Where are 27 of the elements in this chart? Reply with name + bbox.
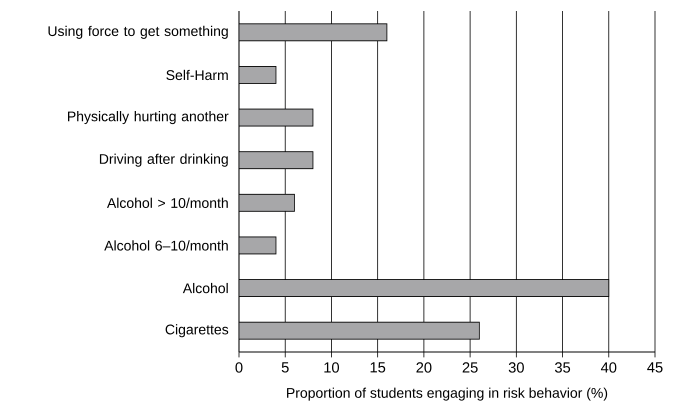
x-tick-label: 0 <box>235 362 242 373</box>
y-tick-label: Alcohol > 10/month <box>106 198 228 208</box>
y-tick-label: Self-Harm <box>166 70 228 80</box>
bar <box>238 108 314 126</box>
bar <box>238 23 388 42</box>
bar <box>238 151 314 170</box>
x-tick-label: 20 <box>416 362 432 373</box>
x-tick-label: 5 <box>282 362 289 373</box>
bar <box>238 66 276 84</box>
x-tick-label: 35 <box>554 362 570 373</box>
y-tick-label: Using force to get something <box>48 26 228 39</box>
x-tick-label: 40 <box>600 362 616 373</box>
y-tick-label: Physically hurting another <box>68 111 228 124</box>
bar <box>238 194 295 212</box>
bar <box>238 236 276 254</box>
x-tick-label: 45 <box>647 362 663 373</box>
x-tick-label: 25 <box>462 362 478 373</box>
x-tick-label: 15 <box>370 362 386 373</box>
x-tick-label: 10 <box>324 362 340 373</box>
y-tick-label: Driving after drinking <box>100 154 228 167</box>
bar <box>238 322 480 340</box>
x-axis-title: Proportion of students engaging in risk behavior (%) <box>287 388 608 401</box>
bar <box>238 279 610 297</box>
x-tick-label: 30 <box>508 362 524 373</box>
y-tick-label: Alcohol <box>182 282 228 294</box>
y-tick-label: Alcohol 6–10/month <box>104 240 228 251</box>
y-tick-label: Cigarettes <box>166 324 228 338</box>
